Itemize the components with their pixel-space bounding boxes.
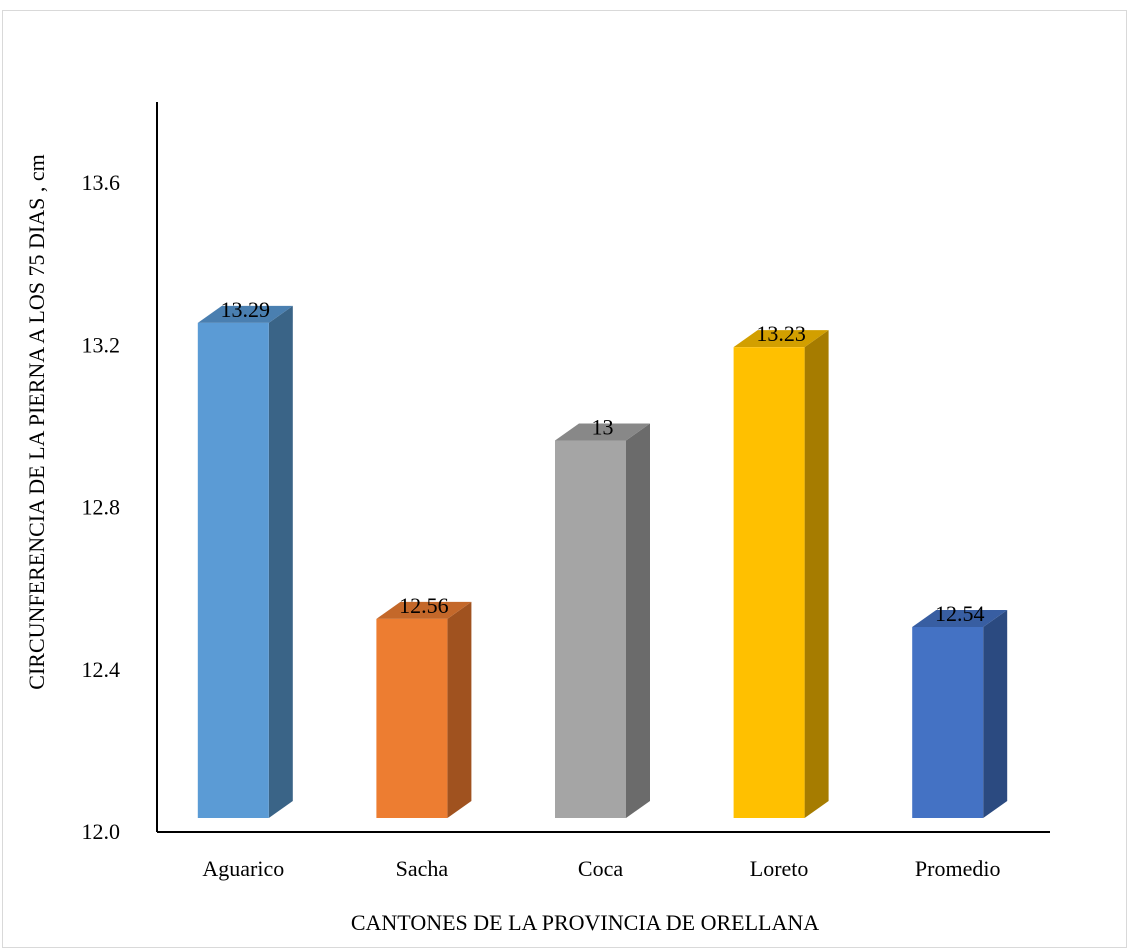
bar-top [376,601,472,619]
category-label-coca: Coca [578,856,623,881]
category-label-promedio: Promedio [915,856,1001,881]
bar-front [912,627,984,818]
bar-front [555,440,626,818]
bar-aguarico [197,305,293,818]
bar-side [268,305,293,818]
category-label-loreto: Loreto [750,856,809,881]
bar-promedio [912,610,1008,818]
y-tick-label: 12.4 [82,657,121,682]
data-labels: 13.29 12.56 13 13.23 12.54 [221,297,985,626]
bars [197,305,1008,818]
bar-side [447,601,472,818]
bar-coca [555,423,650,818]
data-label-coca: 13 [592,414,614,439]
bar-front [733,347,805,818]
y-tick-label: 13.6 [82,170,121,195]
bar-front [197,322,269,818]
axes [156,102,1050,833]
data-label-sacha: 12.56 [399,593,449,618]
data-label-promedio: 12.54 [935,601,985,626]
data-label-loreto: 13.23 [756,321,806,346]
bar-sacha [376,601,472,818]
bar-side [983,610,1008,818]
category-label-sacha: Sacha [396,856,449,881]
category-label-aguarico: Aguarico [202,856,284,881]
bar-front [376,618,448,818]
bar-top [555,423,650,441]
bar-side [804,330,829,818]
x-axis-title: CANTONES DE LA PROVINCIA DE ORELLANA [351,910,819,935]
bar-side [626,423,650,818]
bar-top [733,330,829,348]
y-axis-title: CIRCUNFERENCIA DE LA PIERNA A LOS 75 DIA… [24,154,49,689]
y-tick-labels: 12.0 12.4 12.8 13.2 13.6 [82,170,121,844]
y-tick-label: 13.2 [82,332,121,357]
bar-top [197,305,293,323]
bar-top [912,610,1008,627]
data-label-aguarico: 13.29 [221,297,271,322]
y-tick-label: 12.8 [82,495,121,520]
category-labels: Aguarico Sacha Coca Loreto Promedio [202,856,1000,881]
y-tick-label: 12.0 [82,819,121,844]
bar-loreto [733,330,829,818]
